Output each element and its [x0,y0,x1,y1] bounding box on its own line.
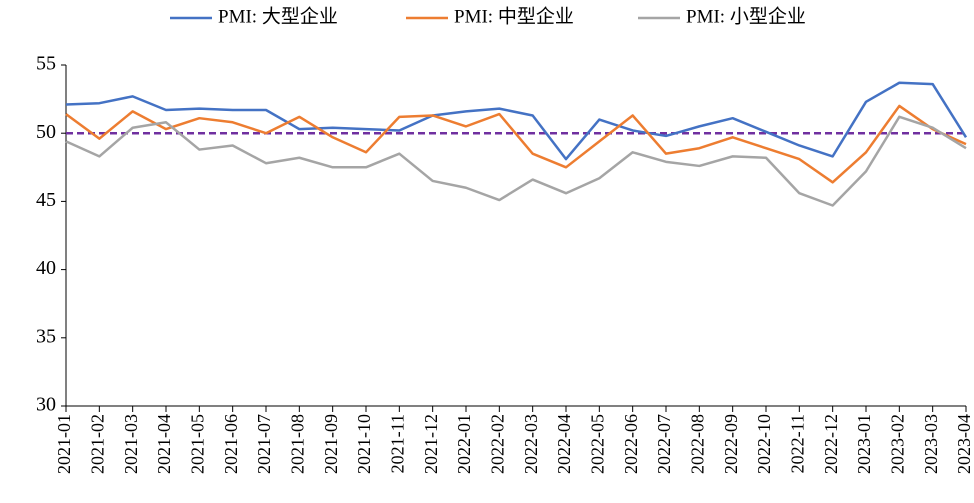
x-tick-label: 2022-04 [554,414,574,474]
x-tick-label: 2022-12 [821,414,841,474]
x-tick-label: 2021-07 [254,414,274,474]
x-tick-label: 2022-01 [454,414,474,474]
legend-label: PMI: 中型企业 [454,5,574,27]
x-tick-label: 2022-07 [654,414,674,474]
x-tick-label: 2021-03 [121,414,141,474]
x-tick-label: 2021-12 [421,414,441,474]
series-line [65,81,968,161]
series-line [65,104,967,184]
x-tick-label: 2021-09 [321,414,341,474]
series-line [65,115,967,207]
y-tick-label: 35 [36,325,56,347]
x-tick-label: 2023-04 [954,414,974,474]
x-tick-label: 2022-06 [621,414,641,474]
x-tick-label: 2023-03 [921,414,941,474]
y-tick-label: 45 [36,189,56,211]
x-tick-label: 2022-09 [721,414,741,474]
y-tick-label: 55 [36,53,56,75]
legend-label: PMI: 大型企业 [218,5,338,27]
x-tick-label: 2022-08 [687,414,707,474]
x-tick-label: 2022-02 [487,414,507,474]
x-tick-label: 2022-11 [787,414,807,473]
x-tick-label: 2021-11 [387,414,407,473]
y-tick-label: 40 [36,257,56,279]
x-tick-label: 2021-06 [221,414,241,474]
legend-label: PMI: 小型企业 [686,5,806,27]
x-tick-label: 2023-02 [887,414,907,474]
x-tick-label: 2022-10 [754,414,774,474]
x-tick-label: 2021-02 [87,414,107,474]
y-tick-label: 30 [36,394,56,416]
x-tick-label: 2021-04 [154,414,174,474]
x-tick-label: 2023-01 [854,414,874,474]
x-tick-label: 2022-05 [587,414,607,474]
x-tick-label: 2021-05 [187,414,207,474]
x-tick-label: 2021-01 [54,414,74,474]
x-tick-label: 2022-03 [521,414,541,474]
x-tick-label: 2021-10 [354,414,374,474]
y-tick-label: 50 [36,121,56,143]
x-tick-label: 2021-08 [287,414,307,474]
